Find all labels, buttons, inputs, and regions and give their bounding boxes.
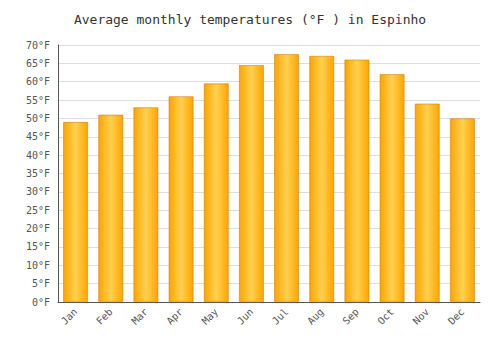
svg-text:Feb: Feb: [94, 306, 115, 327]
svg-text:Jun: Jun: [235, 306, 256, 327]
svg-text:65°F: 65°F: [26, 58, 50, 69]
svg-text:60°F: 60°F: [26, 76, 50, 87]
svg-text:70°F: 70°F: [26, 40, 50, 51]
svg-text:0°F: 0°F: [32, 297, 50, 308]
svg-text:40°F: 40°F: [26, 150, 50, 161]
svg-text:50°F: 50°F: [26, 113, 50, 124]
svg-text:10°F: 10°F: [26, 260, 50, 271]
svg-text:Jan: Jan: [59, 306, 80, 327]
svg-text:Nov: Nov: [411, 306, 432, 327]
svg-text:35°F: 35°F: [26, 168, 50, 179]
svg-text:Jul: Jul: [270, 306, 291, 327]
svg-text:Dec: Dec: [446, 306, 467, 327]
svg-text:15°F: 15°F: [26, 241, 50, 252]
svg-text:5°F: 5°F: [32, 278, 50, 289]
svg-text:May: May: [200, 306, 221, 327]
svg-text:30°F: 30°F: [26, 186, 50, 197]
svg-text:Oct: Oct: [375, 306, 396, 327]
svg-text:Aug: Aug: [305, 306, 326, 327]
svg-text:Sep: Sep: [340, 306, 361, 327]
svg-text:Mar: Mar: [129, 306, 150, 327]
svg-text:25°F: 25°F: [26, 205, 50, 216]
svg-text:55°F: 55°F: [26, 95, 50, 106]
svg-text:20°F: 20°F: [26, 223, 50, 234]
svg-text:Apr: Apr: [164, 306, 185, 327]
svg-text:45°F: 45°F: [26, 131, 50, 142]
svg-text:Average monthly temperatures (: Average monthly temperatures (°F ) in Es…: [74, 12, 426, 27]
